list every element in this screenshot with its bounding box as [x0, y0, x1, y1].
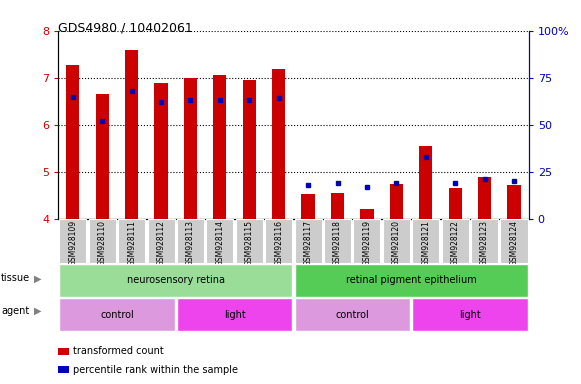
Text: light: light	[224, 310, 245, 320]
Bar	[331, 193, 344, 219]
Bar	[118, 219, 145, 263]
Bar	[295, 298, 410, 331]
Bar	[148, 219, 174, 263]
Bar	[59, 264, 292, 297]
Bar	[449, 188, 462, 219]
Bar	[413, 219, 439, 263]
Bar	[442, 219, 469, 263]
Text: GSM928115: GSM928115	[245, 220, 254, 266]
Text: GSM928118: GSM928118	[333, 220, 342, 266]
Bar	[353, 219, 381, 263]
Bar	[413, 298, 528, 331]
Bar	[383, 219, 410, 263]
Bar	[59, 219, 87, 263]
Bar	[177, 219, 204, 263]
Text: light: light	[459, 310, 480, 320]
Text: percentile rank within the sample: percentile rank within the sample	[73, 365, 238, 375]
Text: GSM928112: GSM928112	[156, 220, 166, 266]
Text: GSM928111: GSM928111	[127, 220, 136, 266]
Text: ▶: ▶	[34, 306, 41, 316]
Bar	[155, 83, 168, 219]
Bar	[125, 50, 138, 219]
Text: GSM928116: GSM928116	[274, 220, 283, 266]
Bar	[500, 219, 528, 263]
Text: control: control	[100, 310, 134, 320]
Bar	[302, 194, 315, 219]
Bar	[419, 146, 432, 219]
Bar	[89, 219, 116, 263]
Text: GSM928113: GSM928113	[186, 220, 195, 266]
Text: control: control	[335, 310, 369, 320]
Bar	[295, 219, 322, 263]
Text: retinal pigment epithelium: retinal pigment epithelium	[346, 275, 476, 285]
Text: tissue: tissue	[1, 273, 30, 283]
Text: transformed count: transformed count	[73, 346, 164, 356]
Bar	[177, 298, 292, 331]
Bar	[265, 219, 292, 263]
Bar	[360, 209, 374, 219]
Bar	[213, 75, 227, 219]
Text: GSM928124: GSM928124	[510, 220, 518, 266]
Text: GSM928119: GSM928119	[363, 220, 371, 266]
Text: GSM928120: GSM928120	[392, 220, 401, 266]
Text: GDS4980 / 10402061: GDS4980 / 10402061	[58, 21, 193, 34]
Text: GSM928122: GSM928122	[451, 220, 460, 266]
Bar	[206, 219, 234, 263]
Text: GSM928114: GSM928114	[216, 220, 224, 266]
Text: neurosensory retina: neurosensory retina	[127, 275, 225, 285]
Bar	[471, 219, 498, 263]
Text: agent: agent	[1, 306, 30, 316]
Bar	[59, 298, 174, 331]
Text: GSM928109: GSM928109	[69, 220, 77, 266]
Bar	[243, 80, 256, 219]
Bar	[184, 78, 197, 219]
Bar	[507, 185, 521, 219]
Text: GSM928117: GSM928117	[304, 220, 313, 266]
Text: GSM928123: GSM928123	[480, 220, 489, 266]
Bar	[236, 219, 263, 263]
Bar	[66, 65, 80, 219]
Bar	[272, 69, 285, 219]
Text: GSM928110: GSM928110	[98, 220, 107, 266]
Bar	[295, 264, 528, 297]
Text: GSM928121: GSM928121	[421, 220, 431, 266]
Bar	[96, 94, 109, 219]
Bar	[324, 219, 351, 263]
Bar	[478, 177, 491, 219]
Bar	[390, 184, 403, 219]
Text: ▶: ▶	[34, 273, 41, 283]
